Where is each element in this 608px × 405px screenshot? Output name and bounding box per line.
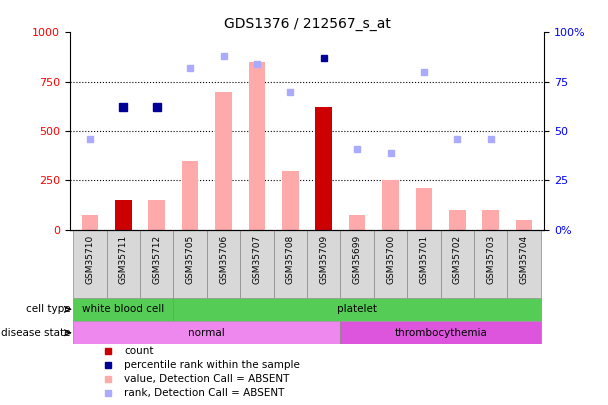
Bar (240, 230, 274, 298)
Bar (416, 188, 432, 230)
Bar (249, 62, 265, 230)
Bar (215, 92, 232, 230)
Bar (474, 230, 508, 298)
Bar (73, 230, 106, 298)
Text: GSM35706: GSM35706 (219, 235, 228, 284)
Bar (382, 180, 399, 230)
Bar (441, 230, 474, 298)
Text: GSM35704: GSM35704 (520, 235, 528, 284)
Bar (140, 230, 173, 298)
Text: disease state: disease state (1, 328, 71, 338)
Text: value, Detection Call = ABSENT: value, Detection Call = ABSENT (125, 374, 290, 384)
Text: cell type: cell type (26, 304, 71, 314)
Text: GSM35709: GSM35709 (319, 235, 328, 284)
Bar (307, 230, 340, 298)
Text: GSM35708: GSM35708 (286, 235, 295, 284)
Bar (73, 321, 340, 345)
Text: GSM35712: GSM35712 (152, 235, 161, 284)
Bar (173, 298, 541, 321)
Bar (106, 230, 140, 298)
Bar (407, 230, 441, 298)
Bar (340, 321, 541, 345)
Text: count: count (125, 346, 154, 356)
Text: GSM35699: GSM35699 (353, 235, 362, 284)
Bar (173, 230, 207, 298)
Bar (482, 210, 499, 230)
Text: percentile rank within the sample: percentile rank within the sample (125, 360, 300, 370)
Bar (207, 230, 240, 298)
Text: GSM35703: GSM35703 (486, 235, 496, 284)
Bar (316, 107, 332, 230)
Bar (349, 215, 365, 230)
Bar (374, 230, 407, 298)
Bar (449, 210, 466, 230)
Text: GSM35707: GSM35707 (252, 235, 261, 284)
Text: white blood cell: white blood cell (82, 304, 165, 314)
Text: platelet: platelet (337, 304, 377, 314)
Bar (274, 230, 307, 298)
Bar (340, 230, 374, 298)
Bar (516, 220, 533, 230)
Text: GSM35701: GSM35701 (420, 235, 429, 284)
Text: GSM35710: GSM35710 (86, 235, 94, 284)
Text: GSM35711: GSM35711 (119, 235, 128, 284)
Bar (115, 200, 132, 230)
Bar (508, 230, 541, 298)
Text: GSM35702: GSM35702 (453, 235, 462, 284)
Bar (73, 298, 173, 321)
Text: rank, Detection Call = ABSENT: rank, Detection Call = ABSENT (125, 388, 285, 398)
Text: GSM35700: GSM35700 (386, 235, 395, 284)
Bar (148, 200, 165, 230)
Text: normal: normal (188, 328, 225, 338)
Bar (182, 161, 198, 230)
Bar (81, 215, 98, 230)
Text: GSM35705: GSM35705 (185, 235, 195, 284)
Text: thrombocythemia: thrombocythemia (394, 328, 487, 338)
Title: GDS1376 / 212567_s_at: GDS1376 / 212567_s_at (224, 17, 390, 31)
Bar (282, 171, 299, 230)
